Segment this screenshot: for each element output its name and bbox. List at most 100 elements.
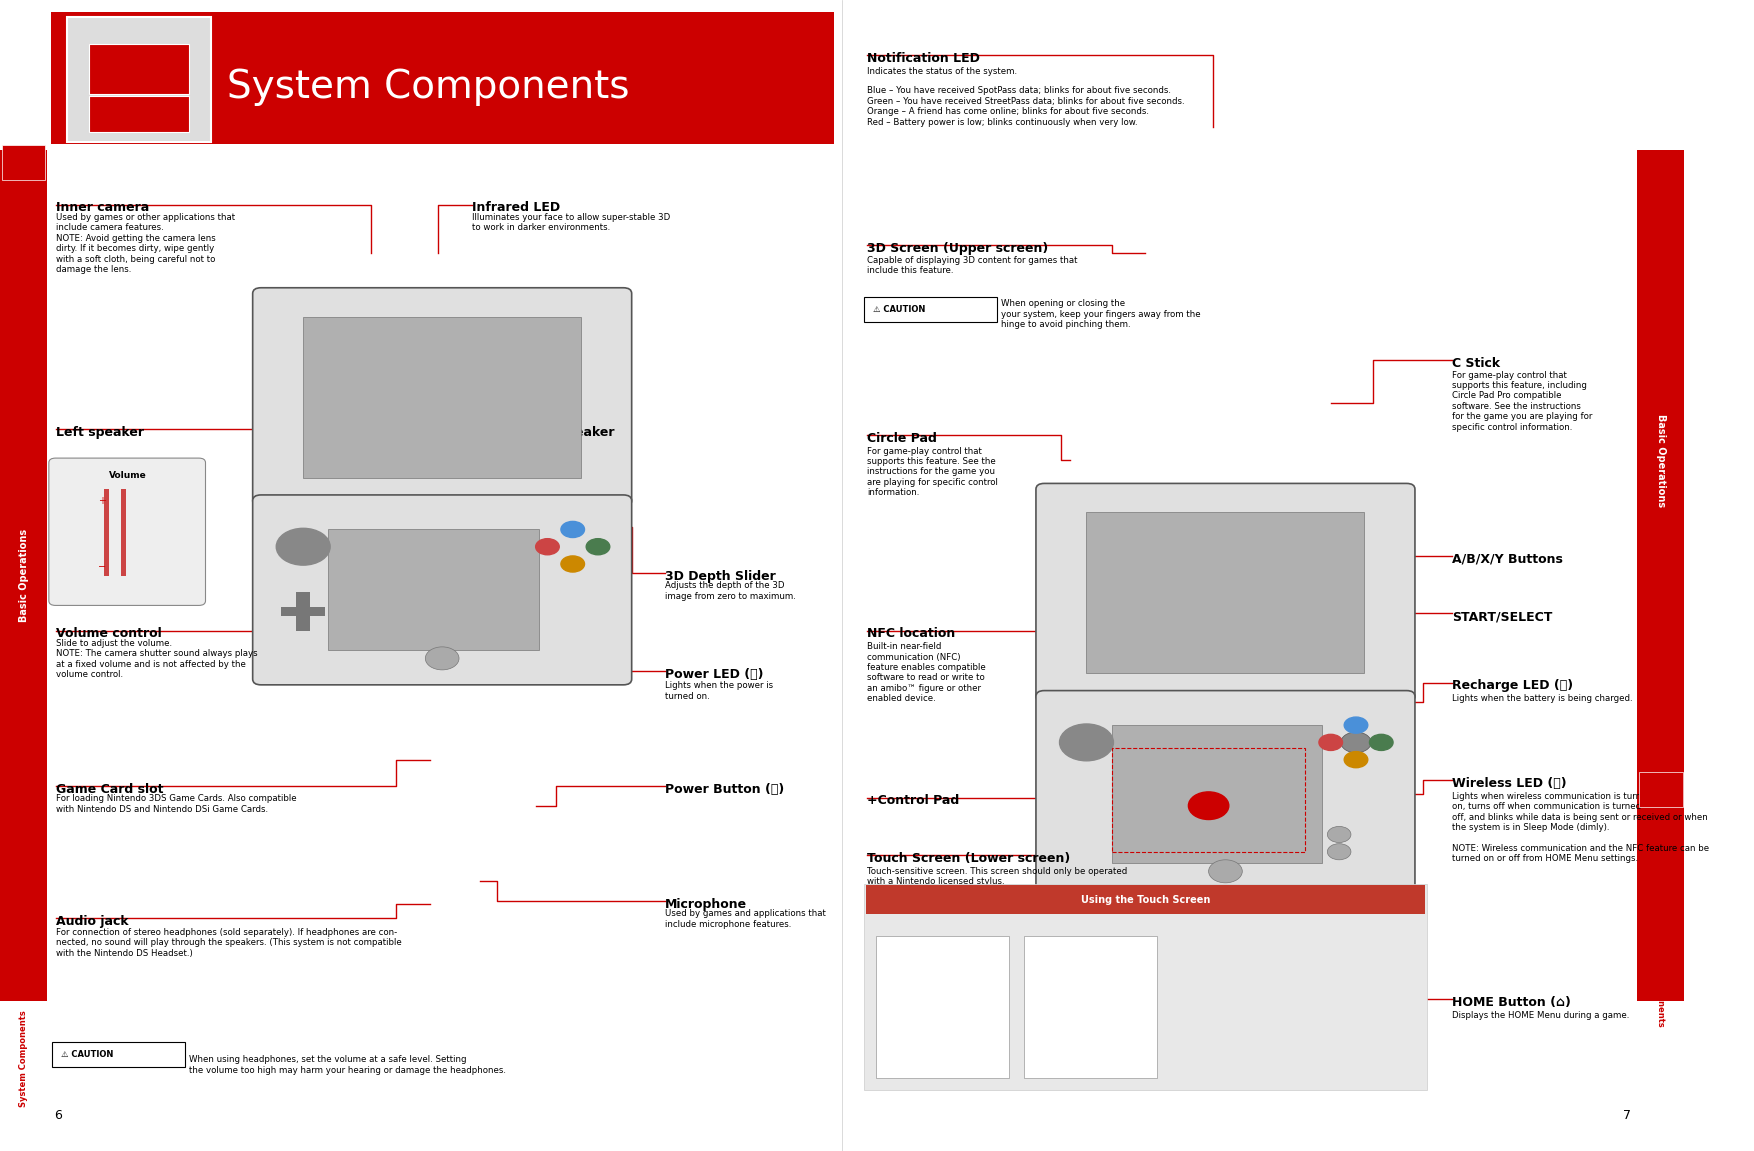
Text: Lights when the power is
turned on.: Lights when the power is turned on. — [665, 681, 774, 701]
Text: 3D Screen (Upper screen): 3D Screen (Upper screen) — [868, 242, 1049, 254]
Text: Basic Operations: Basic Operations — [19, 529, 28, 622]
Text: ⚠ CAUTION: ⚠ CAUTION — [872, 305, 924, 314]
Text: START/SELECT: START/SELECT — [1452, 610, 1552, 623]
FancyBboxPatch shape — [865, 884, 1426, 1090]
Text: Adjusts the depth of the 3D
image from zero to maximum.: Adjusts the depth of the 3D image from z… — [665, 581, 796, 601]
Text: Slide to adjust the volume.
NOTE: The camera shutter sound always plays
at a fix: Slide to adjust the volume. NOTE: The ca… — [56, 639, 258, 679]
Text: Indicates the status of the system.: Indicates the status of the system. — [868, 67, 1017, 76]
FancyBboxPatch shape — [875, 936, 1009, 1078]
FancyBboxPatch shape — [1638, 772, 1682, 807]
Bar — [105, 489, 109, 576]
Text: 7: 7 — [1622, 1110, 1631, 1122]
Text: Game Card slot: Game Card slot — [56, 783, 163, 795]
Text: Microphone: Microphone — [665, 898, 747, 910]
Text: Blue – You have received SpotPass data; blinks for about five seconds.
Green – Y: Blue – You have received SpotPass data; … — [868, 86, 1186, 127]
Text: Right speaker: Right speaker — [517, 426, 616, 439]
Bar — [121, 489, 126, 576]
Text: −: − — [98, 563, 105, 572]
FancyBboxPatch shape — [303, 317, 581, 478]
FancyBboxPatch shape — [53, 1042, 186, 1067]
FancyBboxPatch shape — [866, 885, 1424, 914]
Text: For loading Nintendo 3DS Game Cards. Also compatible
with Nintendo DS and Ninten: For loading Nintendo 3DS Game Cards. Als… — [56, 794, 296, 814]
FancyBboxPatch shape — [89, 44, 189, 94]
Text: +Control Pad: +Control Pad — [868, 794, 959, 807]
FancyBboxPatch shape — [51, 12, 833, 144]
Text: Touch Screen (Lower screen): Touch Screen (Lower screen) — [868, 852, 1070, 864]
FancyBboxPatch shape — [253, 495, 631, 685]
Text: Infrared LED: Infrared LED — [472, 201, 560, 214]
Text: Touch-sensitive screen. This screen should only be operated
with a Nintendo lice: Touch-sensitive screen. This screen shou… — [868, 867, 1128, 886]
Text: Left speaker: Left speaker — [56, 426, 144, 439]
Text: System Components: System Components — [19, 1011, 28, 1107]
Text: NFC location: NFC location — [868, 627, 956, 640]
Circle shape — [535, 539, 560, 555]
FancyBboxPatch shape — [2, 145, 46, 180]
Text: HOME Button (⌂): HOME Button (⌂) — [1452, 996, 1572, 1008]
Text: 3D Depth Slider: 3D Depth Slider — [665, 570, 775, 582]
Text: Lights when the battery is being charged.: Lights when the battery is being charged… — [1452, 694, 1633, 703]
Circle shape — [275, 528, 330, 565]
Circle shape — [1328, 844, 1351, 860]
Text: When using headphones, set the volume at a safe level. Setting
the volume too hi: When using headphones, set the volume at… — [189, 1055, 505, 1075]
FancyBboxPatch shape — [67, 17, 210, 142]
Text: Used by games or other applications that
include camera features.
NOTE: Avoid ge: Used by games or other applications that… — [56, 213, 235, 274]
Circle shape — [424, 647, 460, 670]
Text: For game-play control that
supports this feature. See the
instructions for the g: For game-play control that supports this… — [868, 447, 998, 497]
Text: Capable of displaying 3D content for games that
include this feature.: Capable of displaying 3D content for gam… — [868, 256, 1079, 275]
Text: Illuminates your face to allow super-stable 3D
to work in darker environments.: Illuminates your face to allow super-sta… — [472, 213, 670, 233]
FancyBboxPatch shape — [49, 458, 205, 605]
Circle shape — [561, 521, 584, 538]
FancyBboxPatch shape — [1086, 512, 1365, 673]
FancyBboxPatch shape — [1037, 691, 1415, 898]
Text: Power Button (⏻): Power Button (⏻) — [665, 783, 784, 795]
FancyBboxPatch shape — [0, 150, 47, 1001]
Text: Using the Touch Screen: Using the Touch Screen — [1080, 894, 1210, 905]
Bar — [296, 592, 310, 631]
Text: A/B/X/Y Buttons: A/B/X/Y Buttons — [1452, 552, 1563, 565]
Circle shape — [1189, 792, 1230, 820]
Circle shape — [1344, 717, 1368, 733]
Text: Circle Pad: Circle Pad — [868, 432, 937, 444]
Text: Built-in near-field
communication (NFC)
feature enables compatible
software to r: Built-in near-field communication (NFC) … — [868, 642, 986, 703]
Text: ⚠ CAUTION: ⚠ CAUTION — [61, 1050, 112, 1059]
FancyBboxPatch shape — [1636, 150, 1684, 1001]
Text: Volume control: Volume control — [56, 627, 161, 640]
FancyBboxPatch shape — [1112, 725, 1323, 863]
FancyBboxPatch shape — [865, 297, 998, 322]
FancyBboxPatch shape — [89, 96, 189, 132]
Circle shape — [1370, 734, 1393, 750]
Text: +: + — [98, 496, 105, 505]
Circle shape — [1344, 752, 1368, 768]
Text: For connection of stereo headphones (sold separately). If headphones are con-
ne: For connection of stereo headphones (sol… — [56, 928, 402, 958]
Text: When opening or closing the
your system, keep your fingers away from the
hinge t: When opening or closing the your system,… — [1000, 299, 1200, 329]
Text: The lower LCD screen, or Touch Screen, is touch-
sensitive. For games that inclu: The lower LCD screen, or Touch Screen, i… — [1173, 927, 1380, 977]
Text: Basic Operations: Basic Operations — [1656, 414, 1666, 506]
Text: System Components: System Components — [228, 68, 630, 107]
Text: Notification LED: Notification LED — [868, 52, 980, 64]
Circle shape — [561, 556, 584, 572]
Circle shape — [1328, 826, 1351, 843]
Text: Displays the HOME Menu during a game.: Displays the HOME Menu during a game. — [1452, 1011, 1629, 1020]
Text: Used by games and applications that
include microphone features.: Used by games and applications that incl… — [665, 909, 826, 929]
Text: Inner camera: Inner camera — [56, 201, 149, 214]
Text: Lights when wireless communication is turned
on, turns off when communication is: Lights when wireless communication is tu… — [1452, 792, 1708, 863]
Text: 6: 6 — [54, 1110, 61, 1122]
Circle shape — [1209, 860, 1242, 883]
Circle shape — [1319, 734, 1342, 750]
Circle shape — [1059, 724, 1114, 761]
Circle shape — [586, 539, 610, 555]
Text: System Components: System Components — [1656, 930, 1665, 1027]
Text: Audio jack: Audio jack — [56, 915, 128, 928]
Circle shape — [1340, 732, 1372, 753]
Text: Volume: Volume — [109, 471, 147, 480]
Text: Recharge LED (🔌): Recharge LED (🔌) — [1452, 679, 1573, 692]
Text: Wireless LED (📡): Wireless LED (📡) — [1452, 777, 1566, 790]
FancyBboxPatch shape — [1024, 936, 1158, 1078]
Bar — [281, 607, 324, 616]
FancyBboxPatch shape — [328, 529, 538, 650]
FancyBboxPatch shape — [253, 288, 631, 506]
Text: Power LED (⏻): Power LED (⏻) — [665, 668, 763, 680]
Text: C Stick: C Stick — [1452, 357, 1500, 369]
FancyBboxPatch shape — [1037, 483, 1415, 702]
Text: For game-play control that
supports this feature, including
Circle Pad Pro compa: For game-play control that supports this… — [1452, 371, 1593, 432]
